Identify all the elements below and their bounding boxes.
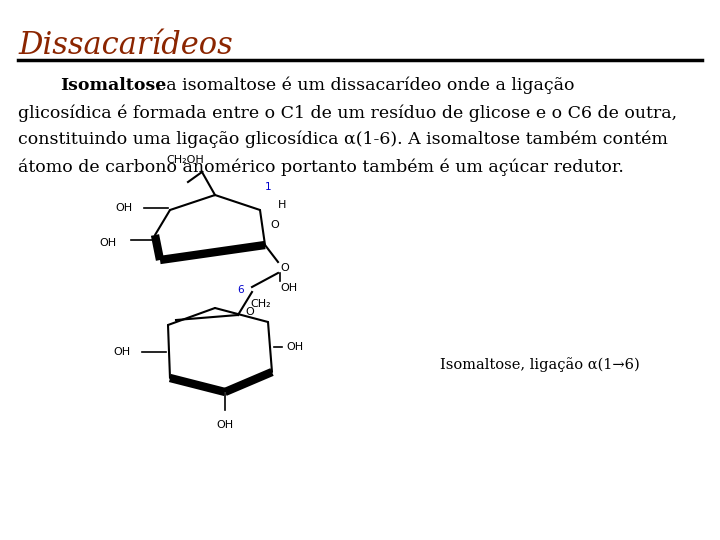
Text: OH: OH: [280, 283, 297, 293]
Text: Isomaltose, ligação α(1→6): Isomaltose, ligação α(1→6): [440, 357, 640, 373]
Text: CH₂OH: CH₂OH: [166, 155, 204, 165]
Text: OH: OH: [115, 203, 132, 213]
Text: Dissacarídeos: Dissacarídeos: [18, 30, 233, 61]
Text: O: O: [270, 220, 279, 230]
Text: glicosídica é formada entre o C1 de um resíduo de glicose e o C6 de outra,: glicosídica é formada entre o C1 de um r…: [18, 104, 677, 122]
Text: : a isomaltose é um dissacarídeo onde a ligação: : a isomaltose é um dissacarídeo onde a …: [155, 77, 575, 94]
Text: O: O: [245, 307, 253, 317]
Text: OH: OH: [217, 420, 233, 430]
Text: H: H: [278, 200, 287, 210]
Text: OH: OH: [286, 342, 303, 352]
Text: constituindo uma ligação glicosídica α(1-6). A isomaltose também contém: constituindo uma ligação glicosídica α(1…: [18, 131, 668, 148]
Text: CH₂: CH₂: [250, 299, 271, 309]
Text: 6: 6: [238, 285, 244, 295]
Text: O: O: [280, 263, 289, 273]
Text: OH: OH: [100, 238, 117, 248]
Text: átomo de carbono anomérico portanto também é um açúcar redutor.: átomo de carbono anomérico portanto tamb…: [18, 158, 624, 176]
Text: Isomaltose: Isomaltose: [60, 77, 166, 94]
Text: OH: OH: [113, 347, 130, 357]
Text: 1: 1: [265, 182, 271, 192]
